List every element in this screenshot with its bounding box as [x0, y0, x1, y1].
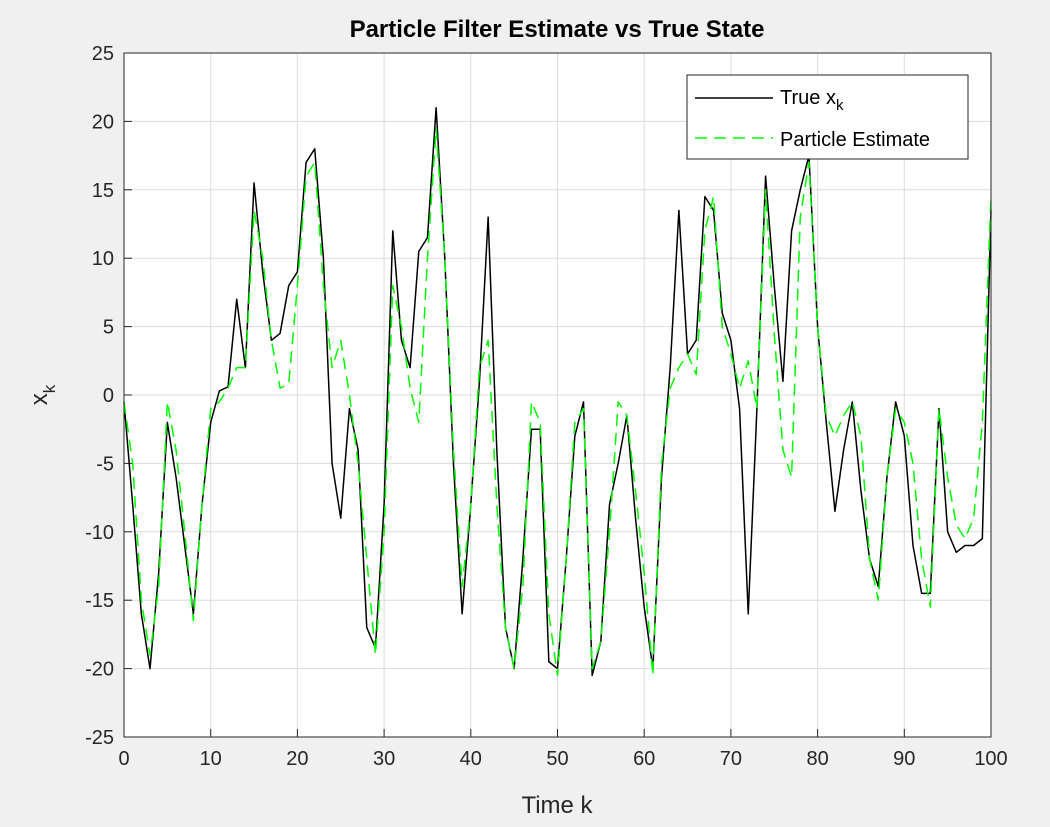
plot-frame	[123, 52, 992, 738]
y-tick-label: 25	[92, 43, 114, 65]
x-tick-label: 100	[974, 748, 1007, 770]
y-tick-label: 20	[92, 111, 114, 133]
series-lines	[123, 106, 992, 677]
legend-label-estimate: Particle Estimate	[780, 129, 930, 151]
x-tick-label: 0	[118, 748, 129, 770]
y-tick-label: -5	[96, 453, 114, 475]
x-tick-label: 60	[633, 748, 655, 770]
x-tick-label: 90	[893, 748, 915, 770]
chart-title: Particle Filter Estimate vs True State	[350, 16, 765, 43]
x-tick-label: 80	[806, 748, 828, 770]
y-tick-label: -10	[85, 522, 114, 544]
x-axis-label: Time k	[521, 792, 593, 819]
legend-label-true: True xk	[780, 87, 844, 114]
y-tick-label: -25	[85, 727, 114, 749]
x-tick-label: 50	[546, 748, 568, 770]
y-axis-label: xk	[26, 384, 59, 405]
x-tick-label: 70	[720, 748, 742, 770]
y-axis-label-main: x	[26, 393, 53, 405]
y-tick-label: 5	[103, 317, 114, 339]
x-tick-label: 30	[373, 748, 395, 770]
x-tick-label: 10	[200, 748, 222, 770]
y-axis-ticks: -25 -20 -15 -10 -5 0 5 10 15 20 25	[85, 43, 132, 749]
x-tick-label: 40	[460, 748, 482, 770]
particle-estimate-line	[123, 127, 992, 677]
y-tick-label: 0	[103, 385, 114, 407]
x-tick-label: 20	[286, 748, 308, 770]
legend: True xk Particle Estimate	[686, 74, 969, 160]
y-tick-label: -15	[85, 590, 114, 612]
y-tick-label: 10	[92, 248, 114, 270]
legend-label-true-main: True x	[780, 87, 836, 109]
legend-label-true-subscript: k	[836, 97, 844, 114]
legend-box	[686, 74, 969, 160]
y-axis-label-subscript: k	[40, 384, 59, 393]
y-tick-label: 15	[92, 180, 114, 202]
y-tick-label: -20	[85, 659, 114, 681]
x-axis-ticks: 0 10 20 30 40 50 60 70 80 90 100	[118, 729, 1008, 770]
